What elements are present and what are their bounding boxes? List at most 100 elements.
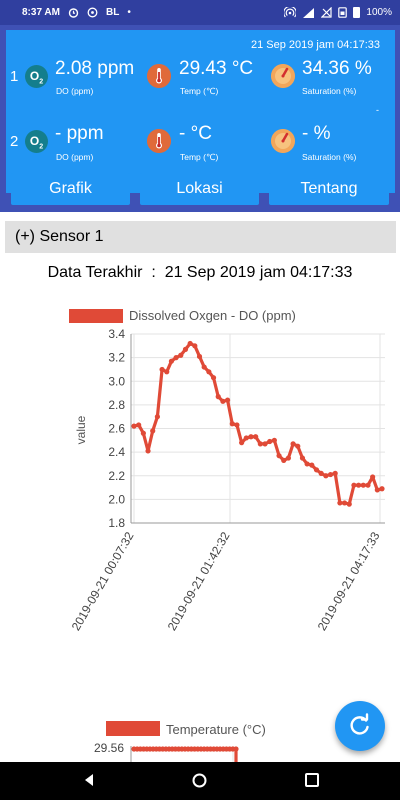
do-line-chart: Dissolved Oxgen - DO (ppm) 1.8 2.0 2.2 2.4 2… xyxy=(69,308,385,633)
x-tick-label: 2019-09-21 04:17:33 xyxy=(315,529,383,633)
do-data-point xyxy=(374,487,380,493)
do-data-point xyxy=(196,353,203,360)
do-data-point xyxy=(327,471,334,478)
do-data-point xyxy=(313,467,320,473)
status-time: 8:37 AM xyxy=(22,7,60,18)
whatsapp-icon xyxy=(87,7,98,18)
do-data-point xyxy=(234,422,240,428)
do-data-point xyxy=(318,470,324,476)
wifi-off-icon xyxy=(321,7,333,18)
do-data-point xyxy=(220,398,226,404)
home-icon[interactable] xyxy=(192,773,207,788)
sim-icon xyxy=(338,7,348,18)
do-data-point xyxy=(187,340,193,347)
panel-datestamp: 21 Sep 2019 jam 04:17:33 xyxy=(250,39,380,51)
do-data-point xyxy=(285,455,292,461)
temperature-line-chart: Temperature (°C) 29.56 xyxy=(94,721,266,763)
do-data-point xyxy=(243,435,249,441)
do-data-point xyxy=(360,482,366,488)
battery-icon xyxy=(353,7,361,18)
x-tick-label: 2019-09-21 01:42:32 xyxy=(165,529,233,633)
do-data-point xyxy=(341,500,348,506)
y-tick-label: 2.4 xyxy=(108,445,125,459)
do-data-point xyxy=(168,358,175,364)
sensor-card-1: 21 Sep 2019 jam 04:17:33 1 O2 2.08 ppm D… xyxy=(6,30,395,122)
sensor-panel: 21 Sep 2019 jam 04:17:33 1 O2 2.08 ppm D… xyxy=(0,25,400,212)
do-data-point xyxy=(201,364,207,370)
saturation-label: Saturation (%) xyxy=(302,152,357,162)
do-data-point xyxy=(356,482,362,488)
y-tick-label: 3.0 xyxy=(108,374,125,388)
system-nav-bar xyxy=(0,762,400,800)
do-value: 2.08 ppm xyxy=(55,58,135,79)
do-data-point xyxy=(309,462,315,468)
y-tick-label: 2.6 xyxy=(108,422,125,436)
do-data-point xyxy=(276,453,282,459)
y-tick-label: 1.8 xyxy=(108,516,125,530)
temp-value: 29.43 °C xyxy=(179,58,254,79)
do-data-point xyxy=(379,486,385,492)
last-data-separator: : xyxy=(151,264,156,281)
do-series-line xyxy=(133,341,383,506)
do-data-point xyxy=(182,346,189,352)
do-data-point xyxy=(346,501,352,507)
saturation-label: Saturation (%) xyxy=(302,86,357,96)
tentang-button[interactable]: Tentang xyxy=(269,173,389,205)
do-data-point xyxy=(145,448,151,454)
sensor-1-toggle[interactable]: (+) Sensor 1 xyxy=(5,221,396,253)
do-data-point xyxy=(295,443,301,449)
do-data-point xyxy=(304,461,310,467)
back-icon[interactable] xyxy=(82,773,96,787)
do-legend-swatch xyxy=(69,309,123,323)
refresh-icon xyxy=(350,713,369,735)
battery-percent: 100% xyxy=(366,7,392,18)
do-data-point xyxy=(229,421,235,427)
do-data-point xyxy=(281,457,287,463)
temp-legend-swatch xyxy=(106,721,160,736)
do-value: - ppm xyxy=(55,123,104,144)
sensor-number: 2 xyxy=(10,133,19,150)
do-data-point xyxy=(351,482,357,488)
x-tick-label: 2019-09-21 00:07:32 xyxy=(69,529,137,633)
do-y-axis-label: value xyxy=(74,415,88,444)
do-label: DO (ppm) xyxy=(56,86,94,96)
do-data-point xyxy=(131,423,137,429)
do-data-point xyxy=(164,369,170,375)
carrier-label: BL xyxy=(105,7,120,18)
lokasi-button[interactable]: Lokasi xyxy=(140,173,259,205)
gauge-icon xyxy=(271,129,295,153)
temp-label: Temp (℃) xyxy=(180,152,219,162)
y-tick-label: 3.2 xyxy=(108,351,125,365)
temp-label: Temp (℃) xyxy=(180,86,219,96)
recents-icon[interactable] xyxy=(305,773,319,787)
y-tick-label: 2.2 xyxy=(108,469,125,483)
signal-icon xyxy=(303,8,315,18)
do-data-point xyxy=(224,397,231,403)
do-data-point xyxy=(323,473,329,479)
last-data-value: 21 Sep 2019 jam 04:17:33 xyxy=(164,264,353,281)
do-data-point xyxy=(154,414,160,420)
do-data-point xyxy=(332,470,338,476)
saturation-value: - % xyxy=(302,123,331,144)
alarm-icon xyxy=(68,8,79,18)
sensor-number: 1 xyxy=(10,68,19,85)
do-data-point xyxy=(140,430,146,436)
do-data-point xyxy=(173,355,179,361)
notification-dot: • xyxy=(127,7,131,18)
temp-y-tick: 29.56 xyxy=(94,741,124,755)
do-data-point xyxy=(271,437,277,443)
gauge-icon xyxy=(271,64,295,88)
last-data-label: Data Terakhir xyxy=(47,264,143,281)
grafik-button[interactable]: Grafik xyxy=(11,173,130,205)
do-data-point xyxy=(253,434,259,440)
y-tick-label: 3.4 xyxy=(108,327,125,341)
do-data-point xyxy=(370,474,376,480)
do-data-point xyxy=(210,375,217,381)
last-data-line: Data Terakhir : 21 Sep 2019 jam 04:17:33 xyxy=(0,264,400,282)
refresh-button[interactable] xyxy=(335,701,385,751)
oxygen-icon: O2 xyxy=(25,65,48,88)
separator-dash: - xyxy=(376,105,379,115)
status-bar: 8:37 AM BL • xyxy=(0,0,400,25)
do-legend-label: Dissolved Oxgen - DO (ppm) xyxy=(129,308,296,323)
